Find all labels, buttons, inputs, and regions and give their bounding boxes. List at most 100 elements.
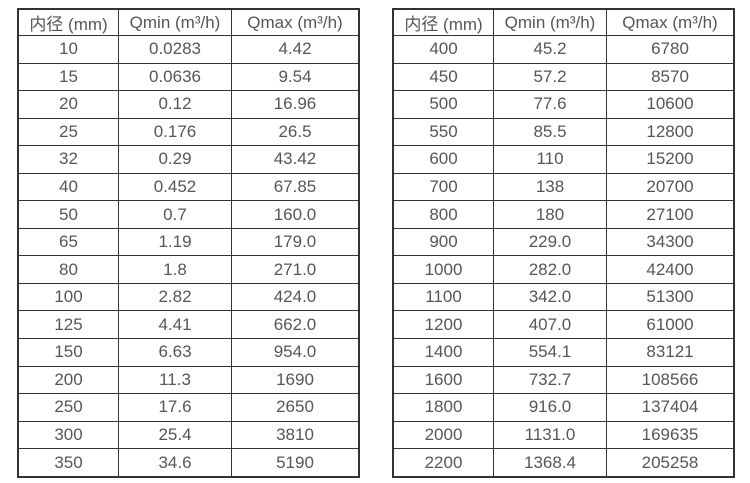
diameter-cell: 550 xyxy=(392,117,494,147)
table-row: 65 1.19 179.0 xyxy=(17,227,360,257)
table-row: 500 77.6 10600 xyxy=(392,90,735,119)
qmax-cell: 137404 xyxy=(606,393,735,422)
qmin-cell: 0.12 xyxy=(118,90,232,119)
diameter-cell: 1800 xyxy=(392,393,494,422)
header-row: 内径 (mm) Qmin (m³/h) Qmax (m³/h) xyxy=(17,8,360,36)
qmin-cell: 0.0283 xyxy=(118,35,232,64)
diameter-cell: 800 xyxy=(392,200,494,229)
qmin-cell: 85.5 xyxy=(493,117,607,147)
qmax-cell: 61000 xyxy=(606,310,735,340)
qmin-cell: 1131.0 xyxy=(493,420,607,450)
diameter-cell: 900 xyxy=(392,227,494,257)
diameter-cell: 2200 xyxy=(392,448,494,478)
table-row: 2000 1131.0 169635 xyxy=(392,420,735,450)
diameter-cell: 32 xyxy=(17,145,119,174)
table-row: 80 1.8 271.0 xyxy=(17,255,360,284)
diameter-cell: 25 xyxy=(17,117,119,147)
qmin-cell: 1368.4 xyxy=(493,448,607,478)
qmin-cell: 0.452 xyxy=(118,172,232,202)
qmax-cell: 169635 xyxy=(606,420,735,450)
diameter-cell: 600 xyxy=(392,145,494,174)
qmax-cell: 108566 xyxy=(606,365,735,395)
column-header-qmax: Qmax (m³/h) xyxy=(231,8,360,36)
qmin-cell: 0.7 xyxy=(118,200,232,229)
qmax-cell: 16.96 xyxy=(231,90,360,119)
qmax-cell: 2650 xyxy=(231,393,360,422)
qmax-cell: 15200 xyxy=(606,145,735,174)
qmin-cell: 6.63 xyxy=(118,338,232,367)
table-row: 450 57.2 8570 xyxy=(392,62,735,92)
qmax-cell: 954.0 xyxy=(231,338,360,367)
diameter-cell: 1600 xyxy=(392,365,494,395)
qmin-cell: 57.2 xyxy=(493,62,607,92)
diameter-cell: 1400 xyxy=(392,338,494,367)
qmin-cell: 2.82 xyxy=(118,282,232,312)
table-row: 250 17.6 2650 xyxy=(17,393,360,422)
qmin-cell: 34.6 xyxy=(118,448,232,478)
diameter-cell: 250 xyxy=(17,393,119,422)
qmin-cell: 1.8 xyxy=(118,255,232,284)
qmin-cell: 11.3 xyxy=(118,365,232,395)
qmin-cell: 17.6 xyxy=(118,393,232,422)
qmin-cell: 1.19 xyxy=(118,227,232,257)
qmax-cell: 662.0 xyxy=(231,310,360,340)
column-header-diameter: 内径 (mm) xyxy=(392,8,494,36)
table-row: 125 4.41 662.0 xyxy=(17,310,360,340)
qmin-cell: 229.0 xyxy=(493,227,607,257)
diameter-cell: 1200 xyxy=(392,310,494,340)
qmin-cell: 0.29 xyxy=(118,145,232,174)
diameter-cell: 65 xyxy=(17,227,119,257)
qmax-cell: 26.5 xyxy=(231,117,360,147)
diameter-cell: 20 xyxy=(17,90,119,119)
qmax-cell: 9.54 xyxy=(231,62,360,92)
table-row: 350 34.6 5190 xyxy=(17,448,360,478)
table-row: 200 11.3 1690 xyxy=(17,365,360,395)
qmax-cell: 424.0 xyxy=(231,282,360,312)
diameter-cell: 200 xyxy=(17,365,119,395)
qmax-cell: 160.0 xyxy=(231,200,360,229)
qmax-cell: 1690 xyxy=(231,365,360,395)
table-row: 600 110 15200 xyxy=(392,145,735,174)
table-row: 2200 1368.4 205258 xyxy=(392,448,735,478)
table-row: 40 0.452 67.85 xyxy=(17,172,360,202)
column-header-diameter: 内径 (mm) xyxy=(17,8,119,36)
qmax-cell: 271.0 xyxy=(231,255,360,284)
diameter-cell: 350 xyxy=(17,448,119,478)
qmin-cell: 25.4 xyxy=(118,420,232,450)
diameter-cell: 150 xyxy=(17,338,119,367)
table-row: 1200 407.0 61000 xyxy=(392,310,735,340)
table-row: 700 138 20700 xyxy=(392,172,735,202)
diameter-cell: 15 xyxy=(17,62,119,92)
diameter-cell: 500 xyxy=(392,90,494,119)
table-row: 900 229.0 34300 xyxy=(392,227,735,257)
diameter-cell: 10 xyxy=(17,35,119,64)
qmax-cell: 51300 xyxy=(606,282,735,312)
qmax-cell: 205258 xyxy=(606,448,735,478)
header-row: 内径 (mm) Qmin (m³/h) Qmax (m³/h) xyxy=(392,8,735,36)
diameter-cell: 700 xyxy=(392,172,494,202)
qmin-cell: 916.0 xyxy=(493,393,607,422)
column-header-qmin: Qmin (m³/h) xyxy=(118,8,232,36)
qmax-cell: 4.42 xyxy=(231,35,360,64)
table-row: 50 0.7 160.0 xyxy=(17,200,360,229)
table-row: 20 0.12 16.96 xyxy=(17,90,360,119)
diameter-cell: 300 xyxy=(17,420,119,450)
table-row: 32 0.29 43.42 xyxy=(17,145,360,174)
qmin-cell: 282.0 xyxy=(493,255,607,284)
diameter-cell: 1100 xyxy=(392,282,494,312)
qmax-cell: 83121 xyxy=(606,338,735,367)
flow-rate-table-small-diameters: 内径 (mm) Qmin (m³/h) Qmax (m³/h) 10 0.0283 4.4… xyxy=(17,8,360,478)
qmin-cell: 732.7 xyxy=(493,365,607,395)
qmax-cell: 27100 xyxy=(606,200,735,229)
table-row: 100 2.82 424.0 xyxy=(17,282,360,312)
table-row: 1000 282.0 42400 xyxy=(392,255,735,284)
qmax-cell: 5190 xyxy=(231,448,360,478)
qmin-cell: 4.41 xyxy=(118,310,232,340)
flow-rate-table-large-diameters: 内径 (mm) Qmin (m³/h) Qmax (m³/h) 400 45.2 6780… xyxy=(392,8,735,478)
qmax-cell: 34300 xyxy=(606,227,735,257)
qmin-cell: 0.176 xyxy=(118,117,232,147)
qmax-cell: 12800 xyxy=(606,117,735,147)
table-row: 150 6.63 954.0 xyxy=(17,338,360,367)
table-row: 1400 554.1 83121 xyxy=(392,338,735,367)
qmin-cell: 138 xyxy=(493,172,607,202)
